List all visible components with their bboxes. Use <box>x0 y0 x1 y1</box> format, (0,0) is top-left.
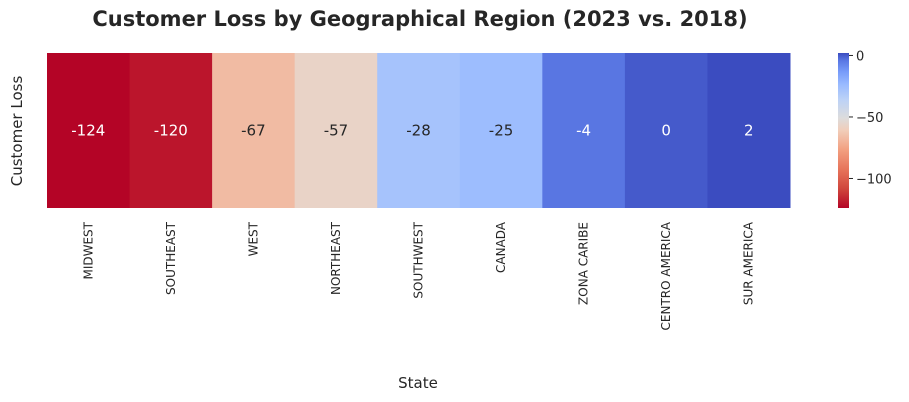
colorbar-tick-label: 0 <box>856 49 864 64</box>
colorbar-ticks: 0 −50 −100 <box>849 49 892 187</box>
y-axis-label: Customer Loss <box>8 76 26 187</box>
x-axis-label: State <box>398 374 438 392</box>
colorbar-tick-label: −50 <box>856 111 883 126</box>
heatmap-cell-southwest <box>377 53 461 208</box>
x-tick-label: WEST <box>246 221 260 256</box>
x-tick-label: CENTRO AMERICA <box>659 221 673 330</box>
heatmap-cells <box>47 53 791 208</box>
colorbar <box>838 53 849 208</box>
cell-value-label: 2 <box>744 122 754 140</box>
x-tick-label: SOUTHWEST <box>412 221 426 298</box>
heatmap-cell-northeast <box>294 53 378 208</box>
heatmap-cell-zona-caribe <box>542 53 626 208</box>
heatmap-cell-midwest <box>47 53 131 208</box>
chart-title: Customer Loss by Geographical Region (20… <box>92 7 747 31</box>
cell-value-label: 0 <box>661 122 671 140</box>
cell-value-label: -67 <box>241 122 266 140</box>
heatmap-cell-canada <box>459 53 543 208</box>
heatmap-cell-west <box>212 53 296 208</box>
cell-value-label: -25 <box>489 122 514 140</box>
x-tick-label: CANADA <box>494 221 508 273</box>
x-tick-label: MIDWEST <box>81 221 95 279</box>
cell-value-label: -28 <box>406 122 431 140</box>
x-tick-label: SUR AMERICA <box>742 221 756 305</box>
cell-value-label: -4 <box>576 122 591 140</box>
x-tick-labels: MIDWEST SOUTHEAST WEST NORTHEAST SOUTHWEST CA… <box>81 221 755 330</box>
cell-value-label: -124 <box>71 122 105 140</box>
colorbar-tick-label: −100 <box>856 172 892 187</box>
cell-value-label: -120 <box>154 122 188 140</box>
heatmap-cell-labels: -124 -120 -67 -57 -28 -25 -4 0 2 <box>71 122 753 140</box>
cell-value-label: -57 <box>324 122 349 140</box>
x-tick-label: NORTHEAST <box>329 221 343 295</box>
x-tick-label: ZONA CARIBE <box>577 222 591 305</box>
heatmap-cell-southeast <box>129 53 213 208</box>
heatmap-cell-sur-america <box>707 53 791 208</box>
x-tick-label: SOUTHEAST <box>164 221 178 295</box>
heatmap-cell-centro-america <box>624 53 708 208</box>
